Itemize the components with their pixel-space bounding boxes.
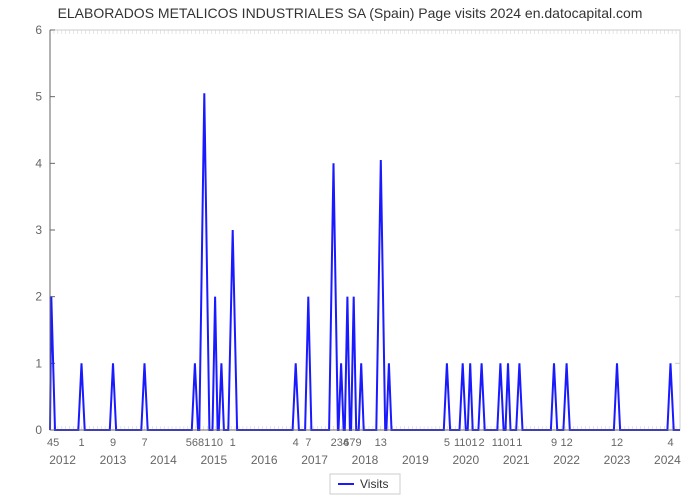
legend-label: Visits	[360, 477, 388, 491]
value-label: 4	[293, 437, 299, 449]
value-label: 12	[611, 437, 623, 449]
value-label: 679	[343, 437, 361, 449]
y-tick-label: 1	[35, 356, 42, 370]
value-label: 1	[230, 437, 236, 449]
year-label: 2016	[251, 453, 278, 467]
chart-container: ELABORADOS METALICOS INDUSTRIALES SA (Sp…	[0, 0, 700, 500]
year-label: 2012	[49, 453, 76, 467]
value-label: 12	[560, 437, 572, 449]
year-label: 2021	[503, 453, 530, 467]
value-label: 45	[47, 437, 59, 449]
value-label: 1	[78, 437, 84, 449]
year-label: 2019	[402, 453, 429, 467]
value-label: 13	[375, 437, 387, 449]
value-label: 5681	[186, 437, 210, 449]
y-tick-label: 0	[35, 423, 42, 437]
y-tick-label: 2	[35, 290, 42, 304]
year-label: 2014	[150, 453, 177, 467]
value-label: 7	[305, 437, 311, 449]
value-label: 2	[478, 437, 484, 449]
chart-title: ELABORADOS METALICOS INDUSTRIALES SA (Sp…	[0, 5, 700, 21]
y-tick-label: 5	[35, 90, 42, 104]
year-label: 2023	[604, 453, 631, 467]
year-label: 2015	[200, 453, 227, 467]
value-label: 5	[444, 437, 450, 449]
value-label: 1	[516, 437, 522, 449]
visits-line	[50, 93, 680, 430]
y-tick-label: 4	[35, 156, 42, 170]
value-label: 9	[110, 437, 116, 449]
year-label: 2017	[301, 453, 328, 467]
value-label: 1101	[454, 437, 478, 449]
year-label: 2020	[452, 453, 479, 467]
year-label: 2024	[654, 453, 681, 467]
chart-svg: 0123456201220132014201520162017201820192…	[0, 0, 700, 500]
y-tick-label: 6	[35, 23, 42, 37]
value-label: 9	[551, 437, 557, 449]
value-label: 7	[141, 437, 147, 449]
year-label: 2022	[553, 453, 580, 467]
value-label: 10	[211, 437, 223, 449]
y-tick-label: 3	[35, 223, 42, 237]
value-label: 1101	[492, 437, 516, 449]
year-label: 2018	[352, 453, 379, 467]
year-label: 2013	[100, 453, 127, 467]
value-label: 4	[667, 437, 673, 449]
